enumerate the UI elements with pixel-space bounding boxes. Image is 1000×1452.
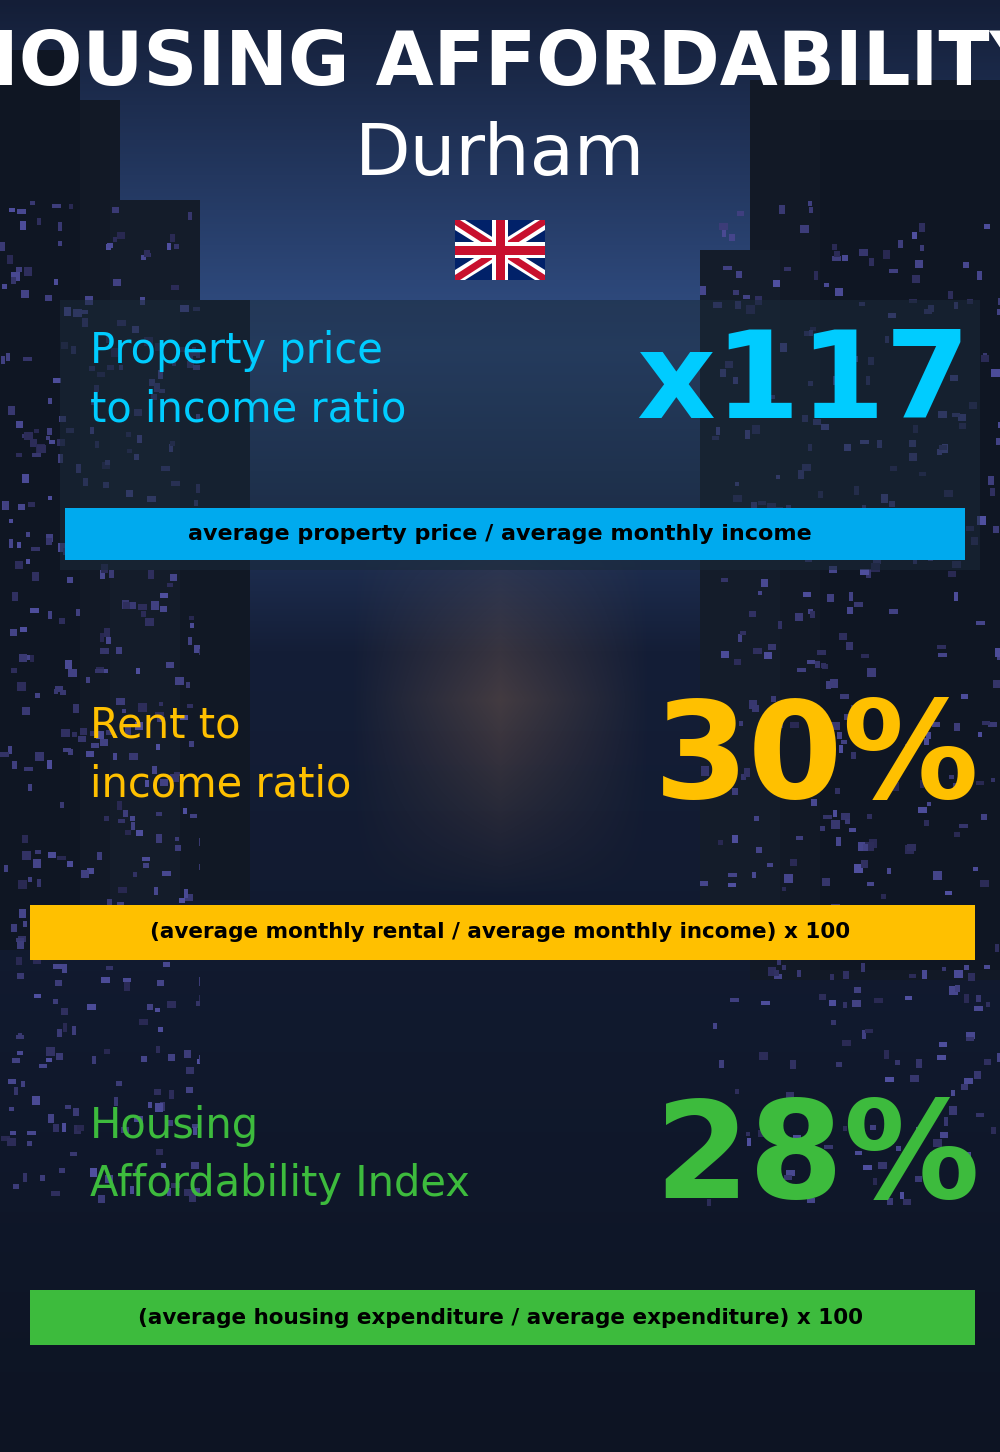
FancyBboxPatch shape bbox=[65, 508, 965, 560]
FancyBboxPatch shape bbox=[455, 242, 545, 258]
Text: average property price / average monthly income: average property price / average monthly… bbox=[188, 524, 812, 544]
Text: 30%: 30% bbox=[654, 694, 980, 826]
FancyBboxPatch shape bbox=[30, 905, 975, 960]
FancyBboxPatch shape bbox=[492, 221, 508, 280]
FancyBboxPatch shape bbox=[30, 1289, 975, 1345]
Polygon shape bbox=[455, 221, 545, 280]
FancyBboxPatch shape bbox=[455, 221, 545, 280]
Text: 28%: 28% bbox=[654, 1095, 980, 1225]
Text: (average monthly rental / average monthly income) x 100: (average monthly rental / average monthl… bbox=[150, 922, 850, 942]
Text: HOUSING AFFORDABILITY: HOUSING AFFORDABILITY bbox=[0, 29, 1000, 102]
Text: (average housing expenditure / average expenditure) x 100: (average housing expenditure / average e… bbox=[138, 1307, 862, 1327]
Polygon shape bbox=[455, 221, 545, 280]
Polygon shape bbox=[455, 221, 545, 280]
FancyBboxPatch shape bbox=[60, 301, 980, 571]
FancyBboxPatch shape bbox=[455, 245, 545, 254]
Text: Durham: Durham bbox=[355, 121, 645, 190]
FancyBboxPatch shape bbox=[496, 221, 505, 280]
Text: Property price
to income ratio: Property price to income ratio bbox=[90, 330, 406, 430]
Polygon shape bbox=[455, 221, 545, 280]
Text: Housing
Affordability Index: Housing Affordability Index bbox=[90, 1105, 470, 1205]
Text: x117: x117 bbox=[636, 327, 970, 443]
Text: Rent to
income ratio: Rent to income ratio bbox=[90, 704, 351, 806]
